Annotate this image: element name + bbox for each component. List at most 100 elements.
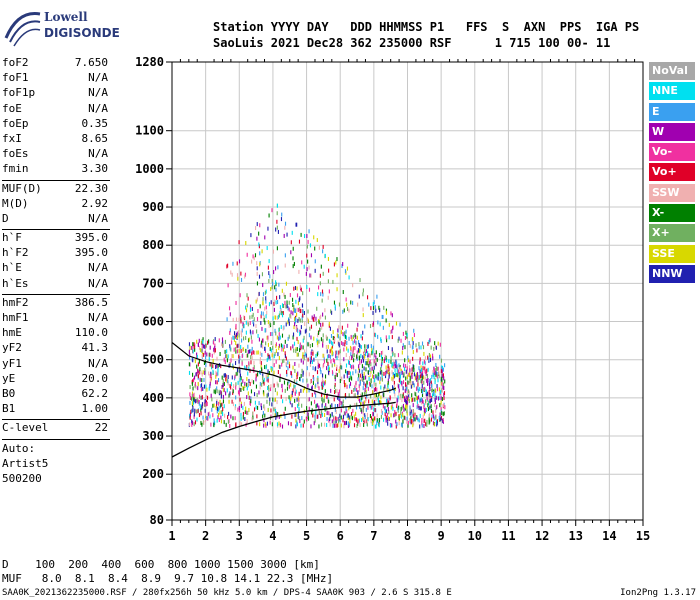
echo-point bbox=[201, 402, 204, 407]
echo-point bbox=[430, 380, 432, 385]
echo-point bbox=[424, 418, 426, 423]
echo-point bbox=[261, 382, 263, 387]
echo-point bbox=[295, 312, 298, 317]
echo-point bbox=[232, 402, 235, 407]
echo-point bbox=[358, 387, 361, 392]
echo-point bbox=[294, 387, 296, 392]
echo-point bbox=[336, 333, 338, 338]
echo-point bbox=[437, 396, 440, 401]
echo-point bbox=[358, 342, 360, 347]
legend-item-nne: NNE bbox=[649, 82, 695, 101]
echo-point bbox=[406, 419, 408, 424]
echo-point bbox=[390, 359, 392, 364]
echo-point bbox=[387, 378, 389, 383]
echo-point bbox=[277, 265, 279, 270]
legend-item-vo: Vo- bbox=[649, 143, 695, 162]
echo-point bbox=[432, 369, 434, 374]
echo-point bbox=[273, 383, 275, 388]
echo-point bbox=[397, 353, 400, 358]
echo-point bbox=[204, 370, 206, 375]
echo-point bbox=[362, 401, 364, 406]
echo-point bbox=[236, 371, 238, 376]
param-value: 0.35 bbox=[81, 116, 109, 130]
echo-point bbox=[251, 306, 253, 311]
echo-point bbox=[375, 397, 377, 402]
echo-point bbox=[424, 399, 427, 404]
echo-point bbox=[281, 303, 284, 308]
param-name: M(D) bbox=[2, 196, 29, 210]
echo-point bbox=[262, 414, 264, 419]
echo-point bbox=[422, 366, 424, 371]
echo-point bbox=[432, 356, 434, 361]
echo-point bbox=[412, 356, 414, 361]
echo-point bbox=[291, 373, 293, 378]
echo-point bbox=[261, 367, 263, 372]
echo-point bbox=[374, 305, 376, 310]
echo-point bbox=[353, 358, 355, 363]
param-name: hmF1 bbox=[2, 311, 29, 324]
echo-point bbox=[296, 347, 298, 352]
echo-point bbox=[429, 419, 431, 424]
echo-point bbox=[250, 335, 252, 340]
echo-point bbox=[432, 353, 434, 358]
echo-point bbox=[278, 364, 280, 369]
echo-point bbox=[193, 377, 195, 382]
echo-point bbox=[249, 329, 251, 334]
echo-point bbox=[208, 339, 210, 344]
echo-point bbox=[346, 266, 349, 271]
echo-point bbox=[345, 329, 347, 334]
echo-point bbox=[252, 312, 254, 317]
echo-point bbox=[273, 321, 275, 326]
echo-point bbox=[379, 308, 381, 313]
echo-point bbox=[423, 380, 425, 385]
echo-point bbox=[222, 378, 224, 383]
footer-version: Ion2Png 1.3.17 bbox=[620, 588, 696, 598]
echo-point bbox=[405, 369, 407, 374]
echo-point bbox=[288, 384, 290, 389]
echo-point bbox=[408, 394, 410, 399]
echo-point bbox=[204, 344, 206, 349]
echo-point bbox=[284, 339, 286, 344]
echo-point bbox=[400, 406, 402, 411]
echo-point bbox=[334, 389, 337, 394]
echo-point bbox=[337, 334, 339, 339]
echo-point bbox=[258, 390, 260, 395]
echo-point bbox=[351, 416, 353, 421]
echo-point bbox=[350, 415, 352, 420]
echo-point bbox=[216, 389, 218, 394]
echo-point bbox=[370, 419, 372, 424]
echo-point bbox=[326, 358, 328, 363]
echo-point bbox=[328, 370, 330, 375]
echo-point bbox=[258, 231, 260, 236]
echo-point bbox=[342, 309, 344, 314]
echo-point bbox=[233, 384, 235, 389]
echo-point bbox=[393, 380, 395, 385]
echo-point bbox=[348, 377, 350, 382]
echo-point bbox=[302, 338, 304, 343]
echo-point bbox=[420, 374, 422, 379]
echo-point bbox=[357, 420, 359, 425]
echo-point bbox=[324, 379, 326, 384]
echo-point bbox=[391, 376, 393, 381]
echo-point bbox=[395, 359, 397, 364]
echo-point bbox=[193, 392, 196, 397]
echo-point bbox=[284, 406, 286, 411]
echo-point bbox=[370, 344, 372, 349]
echo-point bbox=[204, 408, 206, 413]
echo-point bbox=[401, 370, 403, 375]
auto-line: Artist5 bbox=[2, 456, 49, 470]
header-line2: SaoLuis 2021 Dec28 362 235000 RSF 1 715 … bbox=[213, 36, 611, 50]
echo-point bbox=[420, 367, 423, 372]
echo-point bbox=[392, 364, 394, 369]
echo-point bbox=[192, 372, 194, 377]
param-value: 41.3 bbox=[81, 341, 109, 355]
echo-point bbox=[404, 398, 406, 403]
echo-point bbox=[232, 354, 234, 359]
echo-point bbox=[244, 409, 246, 414]
echo-point bbox=[198, 401, 200, 406]
param-name: h`F2 bbox=[2, 246, 29, 260]
echo-point bbox=[421, 392, 424, 397]
echo-point bbox=[313, 357, 315, 362]
echo-point bbox=[352, 283, 354, 288]
echo-point bbox=[197, 399, 199, 404]
